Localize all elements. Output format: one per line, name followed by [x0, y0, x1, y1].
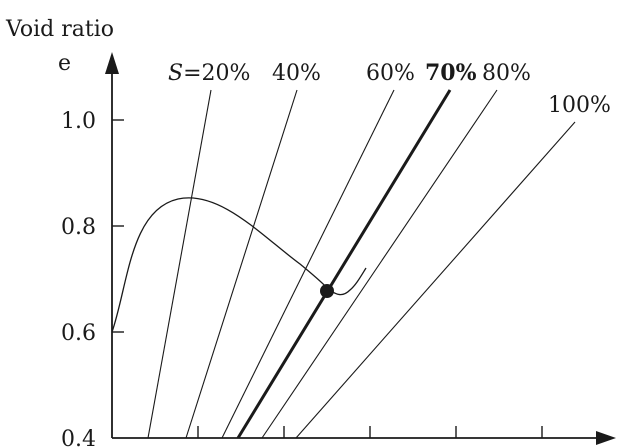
saturation-label: 100% [548, 93, 611, 118]
saturation-label: 60% [366, 61, 415, 86]
y-axis-symbol: e [58, 51, 71, 76]
y-tick-label: 0.4 [61, 427, 96, 448]
compaction-curve [111, 197, 367, 333]
saturation-lines [147, 89, 576, 439]
y-tick-label: 0.8 [61, 215, 96, 240]
saturation-line [295, 121, 576, 439]
y-axis-title: Void ratio [5, 17, 114, 42]
saturation-line [147, 89, 212, 439]
x-axis-arrow [596, 431, 616, 445]
y-axis-arrow [105, 52, 119, 74]
saturation-label: 70% [425, 60, 477, 86]
saturation-label: 80% [482, 61, 531, 86]
saturation-line [221, 89, 395, 439]
saturation-label: 40% [272, 61, 321, 86]
ticks-layer [112, 119, 543, 438]
saturation-line [185, 89, 298, 439]
saturation-labels: 0.4 0.6 0.8 1.0 S=20% 40% 60% 70% 80% 100% [61, 60, 611, 448]
y-tick-label: 0.6 [61, 321, 96, 346]
saturation-line [261, 89, 498, 439]
saturation-label: S=20% [168, 61, 250, 86]
optimum-point [320, 284, 334, 298]
saturation-line [236, 89, 452, 439]
y-tick-label: 1.0 [61, 109, 96, 134]
